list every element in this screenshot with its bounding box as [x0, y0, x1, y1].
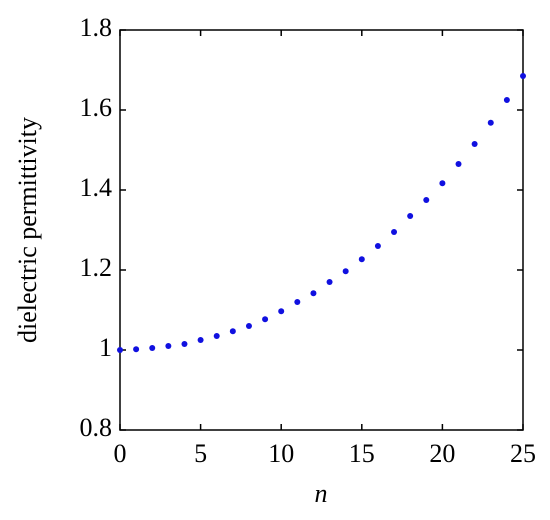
- point: [278, 308, 285, 315]
- x-tick-label: 5: [194, 439, 207, 468]
- point: [149, 345, 156, 351]
- y-tick-label: 1.4: [80, 173, 113, 202]
- point: [294, 299, 301, 305]
- point: [374, 243, 381, 249]
- point: [520, 73, 526, 79]
- point: [197, 337, 204, 343]
- point: [262, 316, 269, 323]
- point: [310, 290, 317, 297]
- y-tick-label: 1.2: [80, 253, 113, 282]
- point: [439, 180, 446, 187]
- point: [326, 279, 333, 285]
- point: [117, 347, 123, 353]
- point: [342, 268, 349, 275]
- x-tick-label: 20: [429, 439, 455, 468]
- point: [245, 323, 252, 329]
- x-tick-label: 10: [268, 439, 294, 468]
- point: [407, 213, 414, 219]
- point: [229, 328, 236, 335]
- point: [455, 161, 462, 167]
- point: [487, 119, 494, 126]
- x-tick-label: 25: [510, 439, 536, 468]
- point: [181, 341, 188, 347]
- point: [213, 333, 220, 339]
- point: [391, 229, 398, 235]
- x-tick-label: 15: [349, 439, 375, 468]
- point: [423, 197, 430, 203]
- point: [358, 256, 365, 263]
- y-tick-label: 1: [99, 333, 112, 362]
- point: [503, 97, 510, 103]
- point: [165, 343, 172, 349]
- x-axis-label: n: [315, 479, 328, 508]
- y-tick-label: 1.8: [80, 13, 113, 42]
- x-tick-label: 0: [114, 439, 127, 468]
- y-axis-label: dielectric permittivity: [13, 117, 42, 343]
- y-tick-label: 1.6: [80, 93, 113, 122]
- plot-frame: [119, 29, 524, 431]
- y-tick-label: 0.8: [80, 413, 113, 442]
- point: [471, 141, 478, 147]
- point: [133, 346, 140, 353]
